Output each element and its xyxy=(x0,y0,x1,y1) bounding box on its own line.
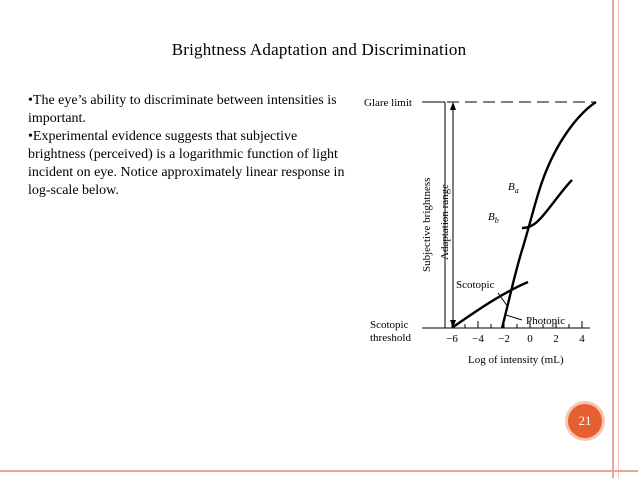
bb-label: Bb xyxy=(488,211,499,225)
photopic-leader xyxy=(505,314,523,321)
x-tick-label: 0 xyxy=(527,333,533,345)
slide-title: Brightness Adaptation and Discrimination xyxy=(171,40,467,59)
adaptation-arrow-head-top xyxy=(450,102,456,110)
scotopic-label: Scotopic xyxy=(456,279,495,291)
adaptation-curve xyxy=(521,179,573,230)
x-tick-labels: −6 −4 −2 0 2 4 xyxy=(446,333,585,345)
photopic-label: Photopic xyxy=(526,315,565,327)
x-tick-label: −4 xyxy=(472,333,484,345)
x-axis-label: Log of intensity (mL) xyxy=(468,354,564,366)
scotopic-threshold-label-2: threshold xyxy=(370,332,411,344)
bullet-1: •The eye’s ability to discriminate betwe… xyxy=(28,93,337,126)
photopic-curve xyxy=(500,101,597,329)
ba-label: Ba xyxy=(508,181,519,195)
scotopic-leader xyxy=(497,292,509,308)
slide-border-right xyxy=(612,0,614,478)
scotopic-threshold-label-1: Scotopic xyxy=(370,319,409,331)
slide-border-bottom xyxy=(0,470,638,472)
scotopic-curve xyxy=(452,280,529,328)
glare-limit-label: Glare limit xyxy=(364,97,412,109)
x-tick-label: −6 xyxy=(446,333,458,345)
adaptation-range-label: Adaptation range xyxy=(439,184,451,260)
x-tick-label: 2 xyxy=(553,333,559,345)
page-number-badge: 21 xyxy=(568,404,602,438)
x-tick-label: −2 xyxy=(498,333,510,345)
brightness-adaptation-figure: Glare limit Scotopic Photopic Scotopic t… xyxy=(364,97,597,366)
x-tick-label: 4 xyxy=(579,333,585,345)
bullet-2: •Experimental evidence suggests that sub… xyxy=(28,129,345,198)
y-axis-label: Subjective brightness xyxy=(421,178,433,272)
slide-body: •The eye’s ability to discriminate betwe… xyxy=(28,92,358,200)
slide-border-right-inner xyxy=(618,0,619,478)
